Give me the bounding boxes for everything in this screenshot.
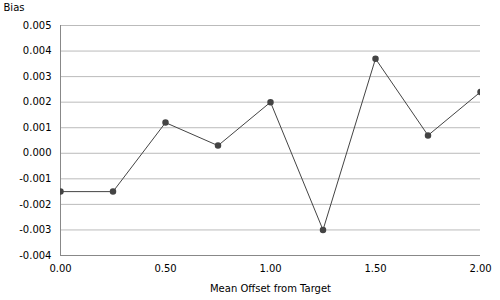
svg-text:-0.001: -0.001 (19, 173, 51, 184)
svg-text:-0.004: -0.004 (19, 250, 51, 261)
svg-text:0.005: 0.005 (23, 20, 52, 31)
svg-text:2.00: 2.00 (469, 263, 491, 274)
svg-text:0.002: 0.002 (23, 96, 52, 107)
svg-text:-0.002: -0.002 (19, 199, 51, 210)
svg-text:-0.003: -0.003 (19, 224, 51, 235)
svg-text:0.004: 0.004 (23, 45, 52, 56)
svg-text:1.00: 1.00 (259, 263, 281, 274)
svg-text:0.00: 0.00 (49, 263, 71, 274)
svg-text:Bias: Bias (4, 2, 25, 13)
svg-text:1.50: 1.50 (364, 263, 386, 274)
svg-text:0.003: 0.003 (23, 71, 52, 82)
svg-text:0.001: 0.001 (23, 122, 52, 133)
svg-text:0.50: 0.50 (154, 263, 176, 274)
svg-text:0.000: 0.000 (23, 147, 52, 158)
svg-text:Mean Offset from Target: Mean Offset from Target (210, 283, 331, 294)
